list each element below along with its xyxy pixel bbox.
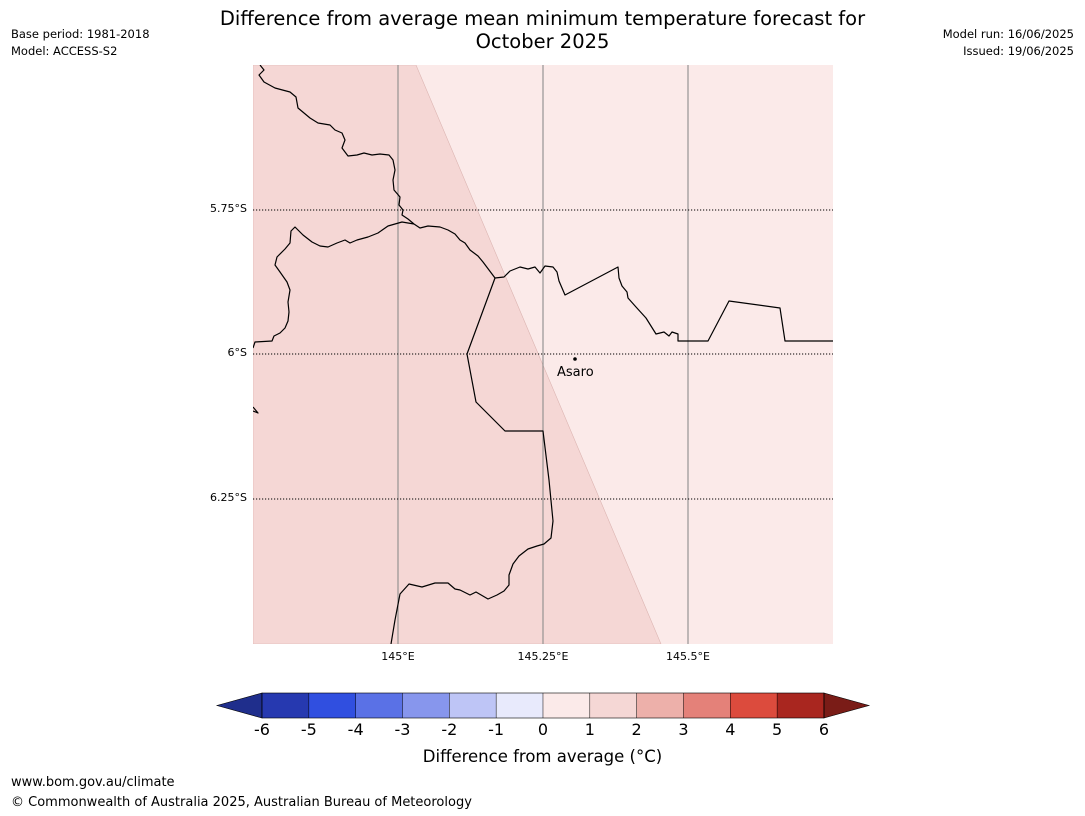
location-marker — [573, 357, 577, 361]
lon-label-145-5e: 145.5°E — [666, 650, 710, 663]
colorbar-swatch — [683, 693, 731, 718]
lat-label-5-75s: 5.75°S — [210, 202, 247, 215]
lat-label-6-25s: 6.25°S — [210, 491, 247, 504]
colorbar-swatch — [777, 693, 825, 718]
colorbar-label: Difference from average (°C) — [422, 747, 663, 766]
colorbar-extend-high — [823, 692, 871, 719]
boundary-line — [413, 223, 833, 342]
boundary-line — [253, 406, 259, 414]
meta-right: Model run: 16/06/2025 Issued: 19/06/2025 — [943, 26, 1074, 60]
colorbar-swatch — [355, 693, 403, 718]
title-line-2: October 2025 — [475, 30, 610, 53]
place-label-asaro: Asaro — [557, 365, 594, 380]
colorbar-tick-label: -2 — [441, 720, 458, 739]
colorbar-swatch — [636, 693, 684, 718]
colorbar-swatch — [542, 693, 591, 718]
colorbar-tick-label: 2 — [631, 720, 642, 739]
footer-copyright: © Commonwealth of Australia 2025, Austra… — [11, 795, 472, 810]
map-panel — [253, 65, 833, 644]
issued-text: Issued: 19/06/2025 — [963, 44, 1074, 58]
colorbar-tick-label: 3 — [678, 720, 689, 739]
province-boundaries — [253, 65, 833, 644]
colorbar — [215, 692, 871, 719]
footer-url: www.bom.gov.au/climate — [11, 775, 175, 790]
colorbar-extend-low — [215, 692, 263, 719]
colorbar-swatch — [496, 693, 544, 718]
colorbar-swatch — [262, 693, 310, 718]
colorbar-border — [261, 692, 825, 719]
lat-label-6s: 6°S — [227, 346, 247, 359]
colorbar-swatch — [449, 693, 497, 718]
boundary-line — [253, 221, 415, 349]
colorbar-tick-label: -1 — [488, 720, 505, 739]
boundary-line — [390, 277, 554, 644]
boundary-line — [258, 65, 415, 225]
colorbar-tick-label: -6 — [254, 720, 270, 739]
colorbar-tick-label: -3 — [394, 720, 411, 739]
colorbar-tick-label: 5 — [772, 720, 783, 739]
lon-label-145e: 145°E — [381, 650, 415, 663]
model-run-text: Model run: 16/06/2025 — [942, 27, 1074, 41]
model-text: Model: ACCESS-S2 — [11, 44, 118, 58]
colorbar-swatch — [308, 693, 357, 718]
colorbar-tick-label: 6 — [818, 720, 830, 739]
base-period-text: Base period: 1981-2018 — [11, 27, 150, 41]
meta-left: Base period: 1981-2018 Model: ACCESS-S2 — [11, 26, 150, 60]
colorbar-tick-label: 4 — [725, 720, 736, 739]
colorbar-tick-label: -5 — [300, 720, 317, 739]
colorbar-tick-label: -4 — [347, 720, 364, 739]
lon-label-145-25e: 145.25°E — [517, 650, 569, 663]
title-line-1: Difference from average mean minimum tem… — [219, 7, 866, 30]
map-title: Difference from average mean minimum tem… — [150, 7, 935, 53]
colorbar-tick-label: 1 — [584, 720, 595, 739]
colorbar-swatch — [402, 693, 450, 718]
colorbar-swatch — [730, 693, 778, 718]
colorbar-swatch — [589, 693, 638, 718]
colorbar-tick-label: 0 — [537, 720, 549, 739]
